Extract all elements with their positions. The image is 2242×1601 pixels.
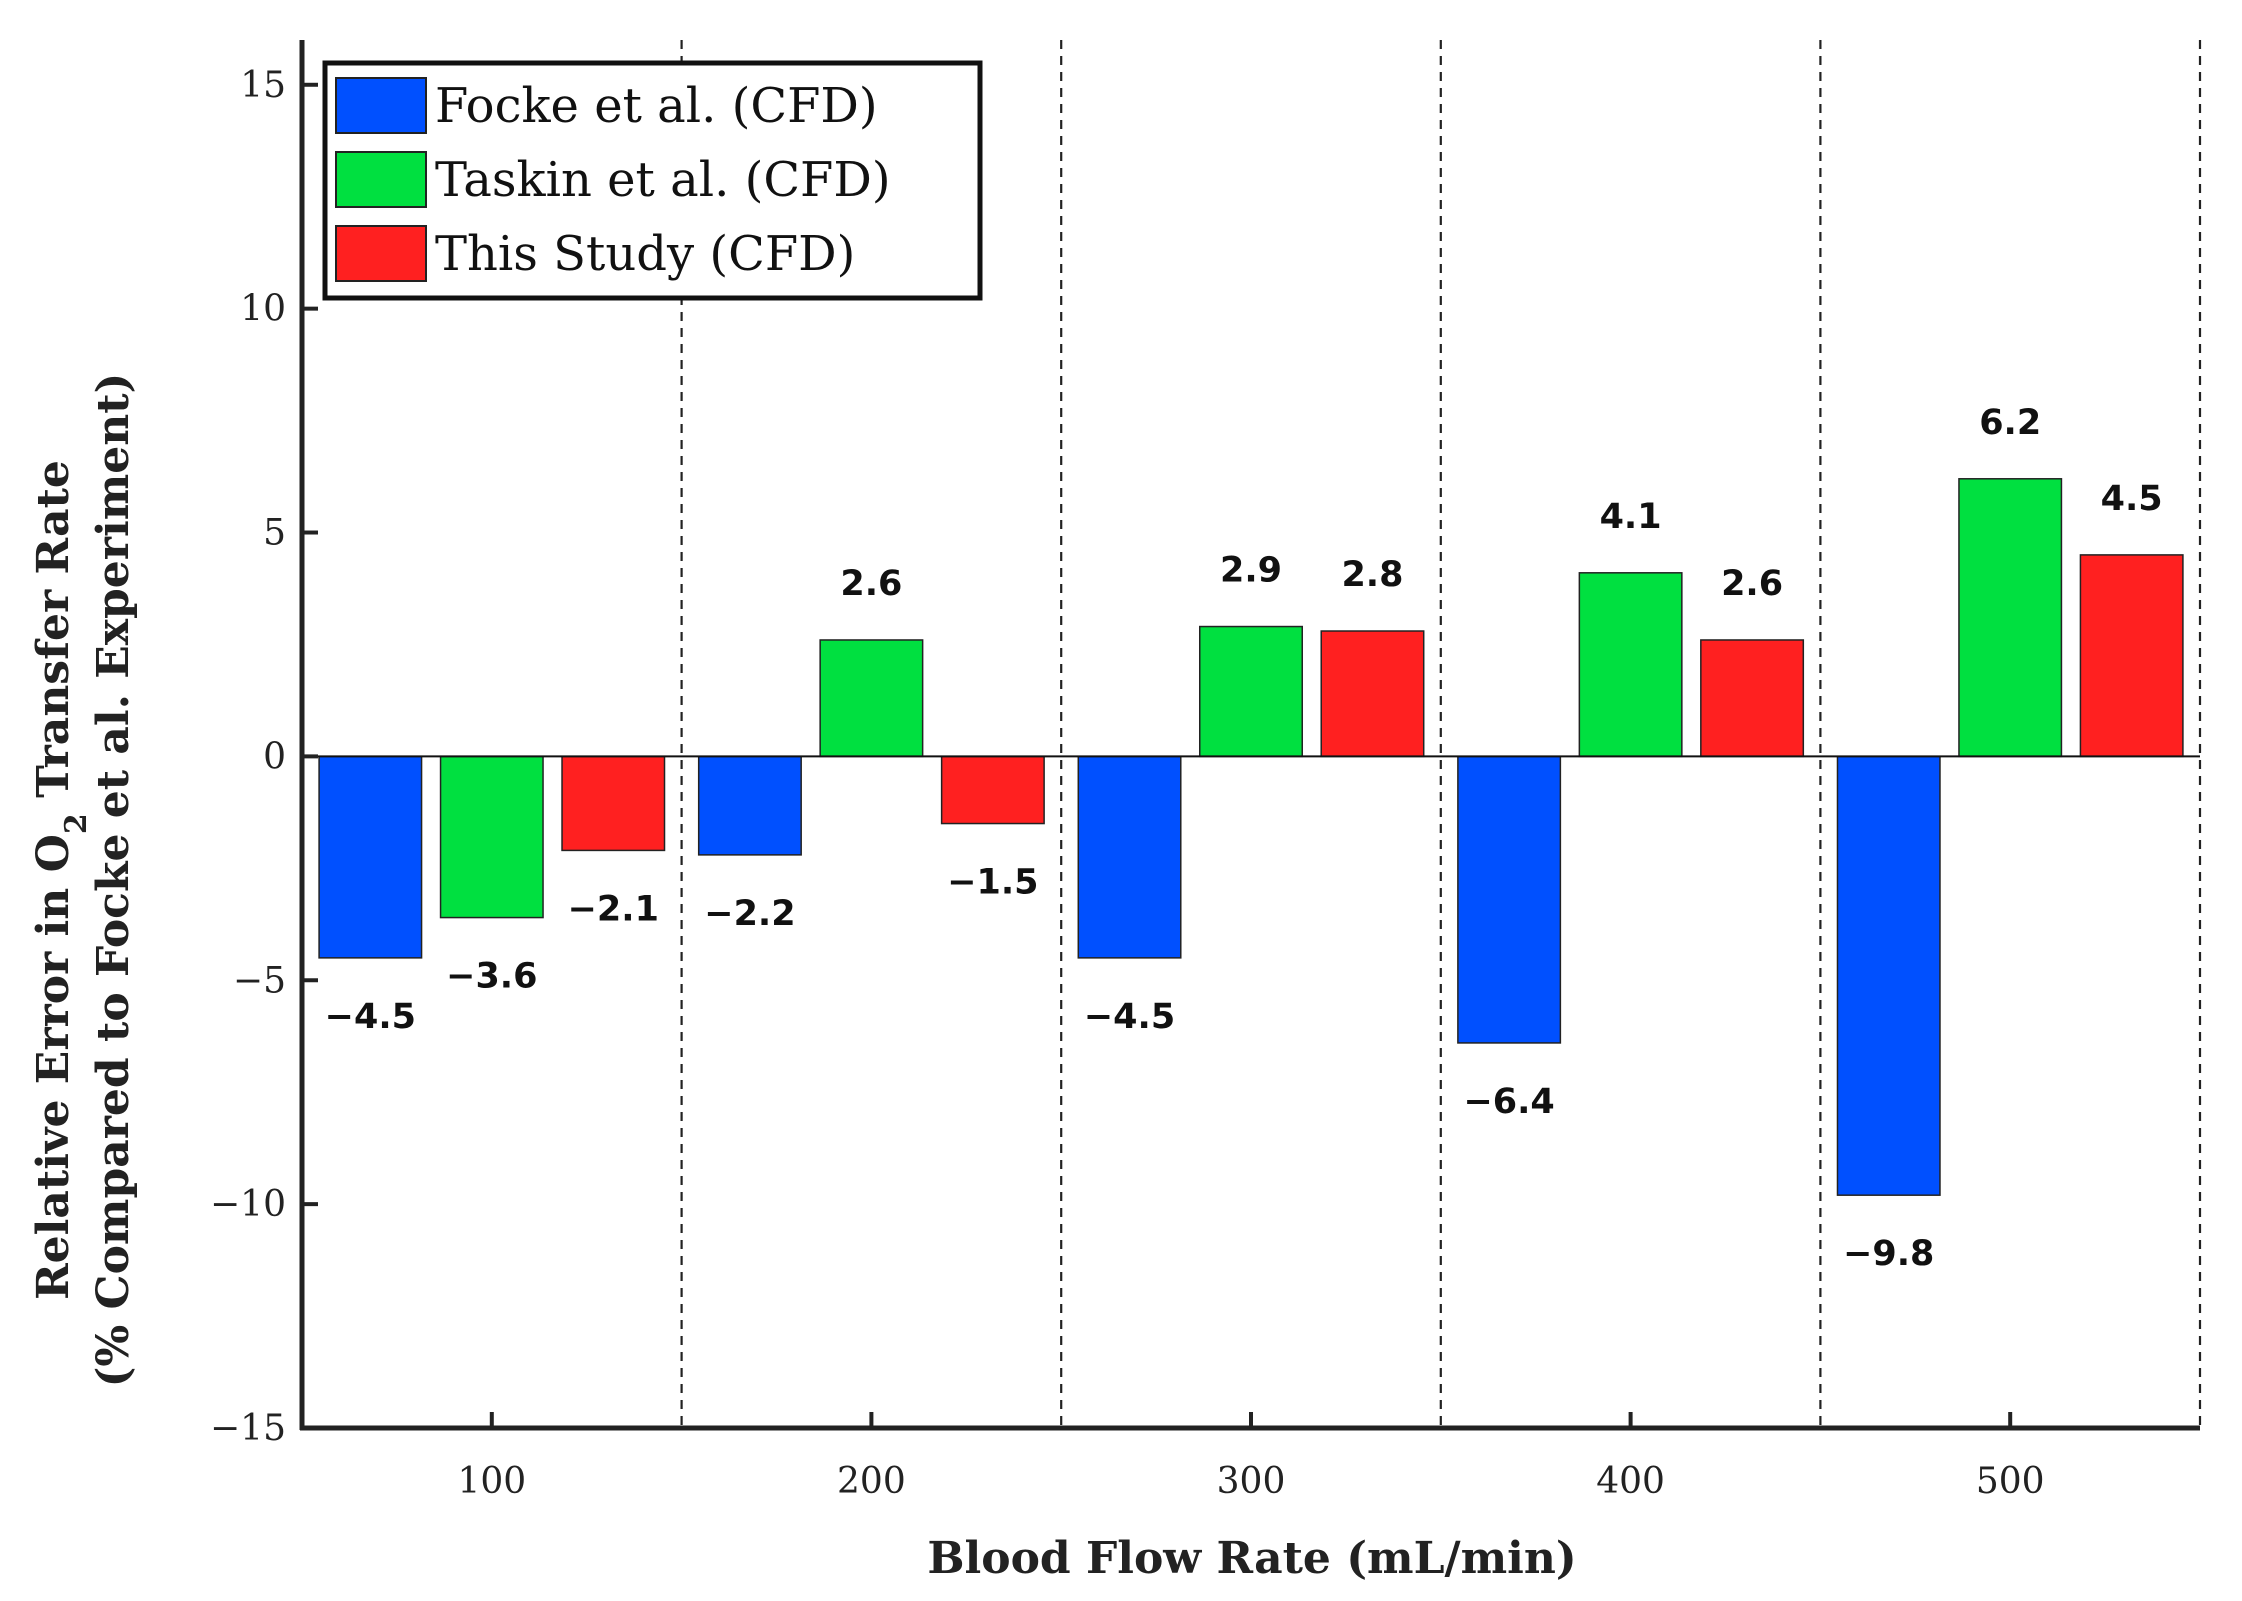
y-tick-label-0: 15: [240, 65, 286, 106]
bar-300-series-1: [1199, 625, 1303, 758]
bar-100-series-2: [561, 755, 666, 852]
bar-200-series-2: [940, 755, 1045, 825]
legend-swatch-2: [335, 225, 427, 282]
data-labels: −4.5 −3.6 −2.1 −2.2 2.6 −1.5 −4.5 2.9 2.8 −6.4 4.1…: [325, 403, 2163, 1274]
bar-500-series-1: [1958, 478, 2063, 758]
data-label-100-series-1: −3.6: [446, 957, 537, 997]
y-tick-label-6: −15: [210, 1408, 286, 1449]
x-tick-label-1: 200: [837, 1461, 906, 1502]
legend-swatch-1: [335, 151, 427, 208]
data-label-500-series-0: −9.8: [1843, 1234, 1934, 1274]
bar-100-series-1: [439, 755, 544, 919]
data-label-300-series-2: 2.8: [1341, 555, 1403, 595]
bar-200-series-0: [697, 755, 802, 856]
y-tick-label-5: −10: [210, 1184, 286, 1225]
legend-box: [322, 60, 983, 301]
data-label-400-series-1: 4.1: [1600, 497, 1662, 537]
data-label-200-series-2: −1.5: [947, 863, 1038, 903]
bar-200-series-1: [819, 639, 924, 758]
data-label-400-series-0: −6.4: [1463, 1082, 1554, 1122]
x-axis-title: Blood Flow Rate (mL/min): [927, 1533, 1576, 1584]
legend-entry-2: This Study (CFD): [435, 226, 855, 282]
bar-500-series-2: [2079, 554, 2184, 758]
bars: [318, 478, 2184, 1196]
data-label-300-series-0: −4.5: [1084, 997, 1175, 1037]
data-label-100-series-2: −2.1: [568, 889, 659, 929]
group-separators: [680, 40, 2202, 1428]
y-axis-title-line2: (% Compared to Focke et al. Experiment): [88, 373, 139, 1388]
data-label-500-series-2: 4.5: [2101, 479, 2163, 519]
data-label-200-series-1: 2.6: [840, 564, 902, 604]
bar-300-series-2: [1320, 630, 1425, 758]
y-axis-title: Relative Error in O2 Transfer Rate (% Co…: [28, 373, 139, 1388]
bar-400-series-1: [1578, 572, 1683, 758]
x-tick-label-0: 100: [457, 1461, 526, 1502]
legend-swatch-0: [335, 77, 427, 134]
y-axis-ticks: 15 10 5 0 −5 −10 −15: [210, 65, 318, 1449]
x-tick-label-4: 500: [1976, 1461, 2045, 1502]
legend-entry-0: Focke et al. (CFD): [435, 78, 878, 134]
x-axis-ticks: 100 200 300 400 500: [457, 1412, 2045, 1502]
data-label-200-series-0: −2.2: [704, 894, 795, 934]
legend: Focke et al. (CFD) Taskin et al. (CFD) Thi…: [322, 60, 983, 301]
y-tick-label-3: 0: [263, 736, 286, 777]
data-label-400-series-2: 2.6: [1721, 564, 1783, 604]
x-tick-label-3: 400: [1596, 1461, 1665, 1502]
bar-100-series-0: [318, 755, 423, 959]
bar-400-series-0: [1457, 755, 1562, 1044]
data-label-100-series-0: −4.5: [325, 997, 416, 1037]
y-axis-title-line1: Relative Error in O2 Transfer Rate: [28, 460, 94, 1300]
bar-500-series-0: [1836, 755, 1941, 1196]
bar-400-series-2: [1700, 639, 1805, 758]
data-label-300-series-1: 2.9: [1220, 551, 1282, 591]
legend-entry-1: Taskin et al. (CFD): [435, 152, 891, 208]
y-tick-label-4: −5: [233, 960, 286, 1001]
y-tick-label-2: 5: [263, 513, 286, 554]
y-tick-label-1: 10: [240, 289, 286, 330]
bar-300-series-0: [1077, 755, 1182, 959]
data-label-500-series-1: 6.2: [1979, 403, 2041, 443]
x-tick-label-2: 300: [1217, 1461, 1286, 1502]
